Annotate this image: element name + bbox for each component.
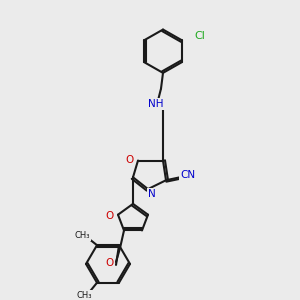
Text: CH₃: CH₃ bbox=[76, 291, 92, 300]
Text: O: O bbox=[106, 211, 114, 221]
Text: CH₃: CH₃ bbox=[74, 231, 90, 240]
Text: CN: CN bbox=[180, 170, 196, 180]
Text: O: O bbox=[126, 154, 134, 164]
Text: NH: NH bbox=[148, 99, 164, 110]
Text: O: O bbox=[106, 258, 114, 268]
Text: Cl: Cl bbox=[195, 32, 206, 41]
Text: N: N bbox=[148, 189, 156, 199]
